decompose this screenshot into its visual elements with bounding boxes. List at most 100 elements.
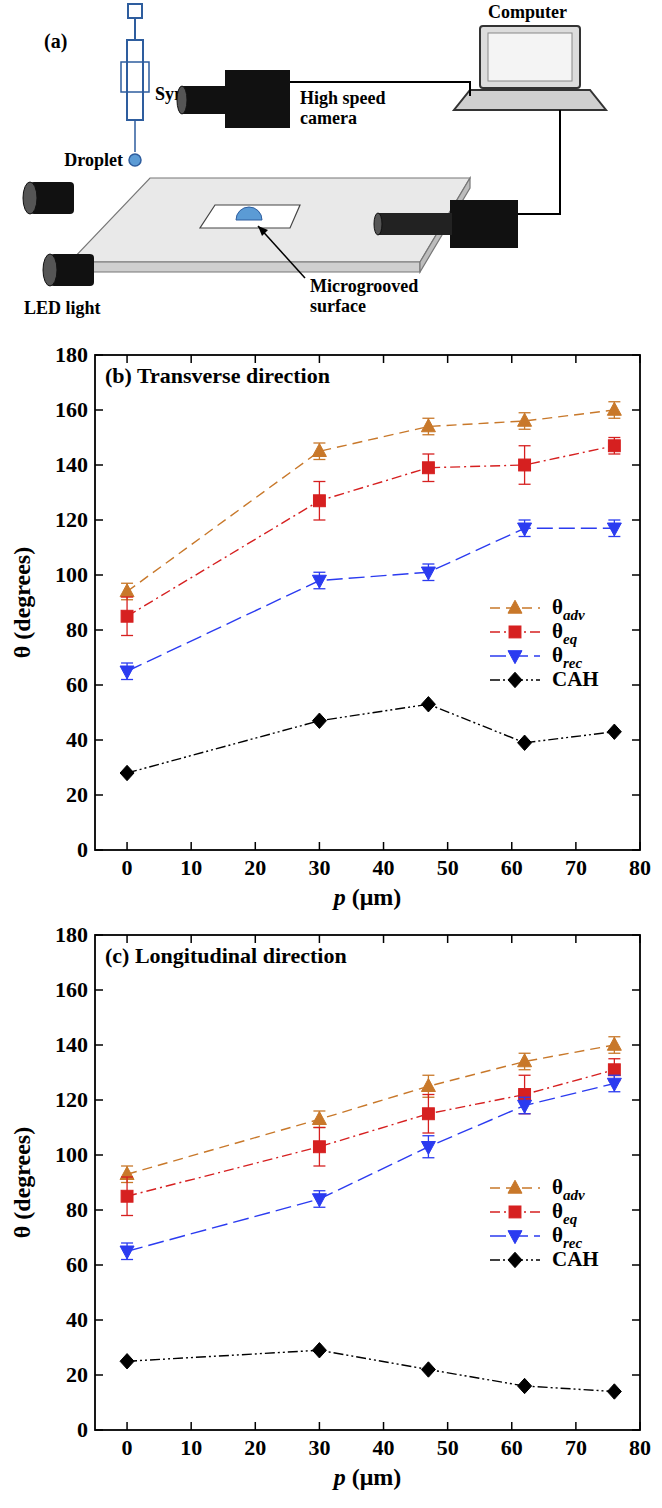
- legend-marker: [509, 626, 521, 638]
- data-point: [421, 567, 435, 580]
- data-point: [313, 495, 325, 507]
- data-point: [607, 523, 621, 536]
- data-point: [518, 523, 532, 536]
- y-tick: [632, 934, 640, 936]
- data-point: [120, 666, 134, 679]
- data-area: [120, 1037, 621, 1399]
- y-tick-label: 140: [55, 1032, 88, 1057]
- y-tick-label: 100: [55, 562, 88, 587]
- setup-diagram: (a)SyringeDropletMicrogroovedsurfaceLED …: [23, 2, 606, 318]
- error-bar: [313, 1111, 325, 1128]
- y-tick-label: 0: [77, 1417, 88, 1442]
- figure: (a)SyringeDropletMicrogroovedsurfaceLED …: [0, 0, 662, 1508]
- x-tick: [575, 935, 577, 943]
- y-tick: [95, 794, 103, 796]
- x-tick: [190, 1422, 192, 1430]
- y-tick: [632, 849, 640, 851]
- legend-marker: [508, 1231, 522, 1244]
- data-point: [120, 765, 134, 780]
- x-tick-label: 80: [629, 855, 651, 880]
- y-tick: [95, 1044, 103, 1046]
- camera-lens: [378, 213, 452, 235]
- y-tick: [95, 574, 103, 576]
- error-bar: [608, 1037, 620, 1054]
- x-tick-label: 50: [437, 1435, 459, 1460]
- data-point: [421, 697, 435, 712]
- y-tick-label: 120: [55, 1087, 88, 1112]
- cable: [518, 110, 560, 214]
- y-tick-label: 140: [55, 452, 88, 477]
- x-tick: [383, 1422, 385, 1430]
- surface-pointer-head: [258, 226, 268, 236]
- legend-label: CAH: [552, 1247, 599, 1271]
- y-tick: [95, 464, 103, 466]
- data-point: [518, 1100, 532, 1113]
- y-tick: [95, 519, 103, 521]
- data-point: [120, 1167, 134, 1180]
- y-tick: [632, 1374, 640, 1376]
- x-tick-label: 80: [629, 1435, 651, 1460]
- x-axis-title: p (μm): [332, 884, 402, 910]
- y-tick: [632, 1044, 640, 1046]
- data-point: [608, 1064, 620, 1076]
- error-bar: [608, 520, 620, 537]
- x-tick: [575, 1422, 577, 1430]
- error-bar: [519, 1053, 531, 1070]
- y-tick-label: 20: [66, 782, 88, 807]
- surface-label: Microgroovedsurface: [310, 276, 418, 316]
- cable: [290, 82, 470, 96]
- computer-label: Computer: [488, 2, 567, 22]
- plate-front: [70, 262, 420, 272]
- x-tick: [319, 935, 321, 943]
- series-line: [127, 528, 614, 671]
- y-tick-label: 160: [55, 977, 88, 1002]
- y-tick: [95, 1264, 103, 1266]
- y-tick: [632, 1209, 640, 1211]
- data-point: [608, 440, 620, 452]
- data-point: [121, 1190, 133, 1202]
- error-bar: [608, 1075, 620, 1092]
- y-tick: [95, 934, 103, 936]
- error-bar: [313, 1191, 325, 1208]
- error-bar: [313, 1128, 325, 1167]
- error-bar: [519, 1097, 531, 1114]
- y-tick-label: 40: [66, 1307, 88, 1332]
- y-tick: [95, 409, 103, 411]
- error-bar: [121, 1177, 133, 1216]
- x-tick: [255, 842, 257, 850]
- data-point: [422, 462, 434, 474]
- camera-body: [450, 200, 518, 248]
- error-bar: [519, 520, 531, 537]
- y-tick: [95, 1154, 103, 1156]
- series-line: [127, 1045, 614, 1174]
- y-tick: [95, 354, 103, 356]
- x-axis-title: p (μm): [332, 1464, 402, 1490]
- y-tick: [632, 989, 640, 991]
- series-line: [127, 410, 614, 592]
- series-line: [127, 1070, 614, 1197]
- y-tick-label: 40: [66, 727, 88, 752]
- data-point: [121, 610, 133, 622]
- legend-marker: [508, 672, 522, 687]
- x-tick: [639, 935, 641, 943]
- x-tick: [511, 355, 513, 363]
- legend-label: CAH: [552, 667, 599, 691]
- x-tick: [255, 355, 257, 363]
- led-label: LED light: [24, 298, 101, 318]
- y-tick-label: 160: [55, 397, 88, 422]
- x-tick: [190, 842, 192, 850]
- data-area: [120, 402, 621, 781]
- laptop-display: [488, 33, 572, 81]
- legend-marker: [509, 1206, 521, 1218]
- syringe-grip: [121, 62, 149, 92]
- x-tick-label: 60: [501, 855, 523, 880]
- droplet-label: Droplet: [64, 150, 123, 170]
- error-bar: [313, 572, 325, 589]
- data-point: [421, 1079, 435, 1092]
- data-point: [312, 1194, 326, 1207]
- y-tick: [95, 684, 103, 686]
- sessile-drop: [236, 207, 262, 220]
- syringe-cap: [128, 4, 142, 18]
- data-point: [607, 1078, 621, 1091]
- y-tick-label: 100: [55, 1142, 88, 1167]
